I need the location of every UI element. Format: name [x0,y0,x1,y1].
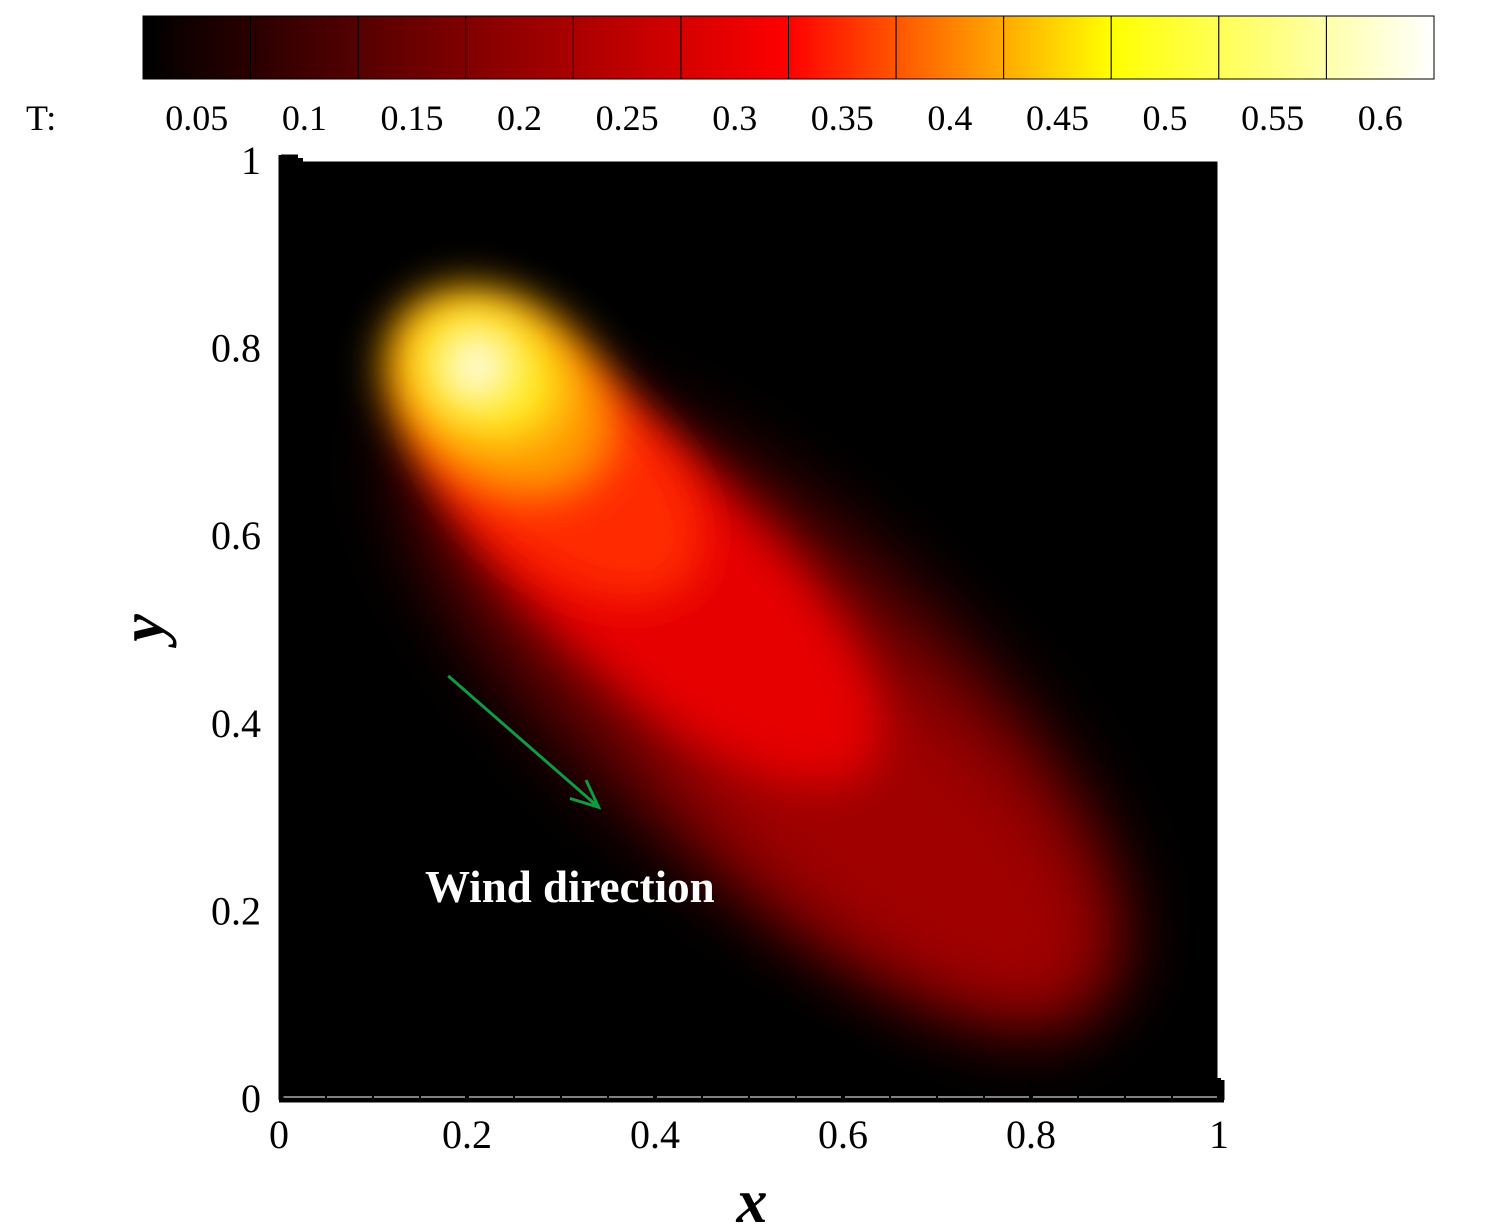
y-tick-label: 0.6 [211,513,261,558]
y-tick-label: 0.2 [211,888,261,933]
x-tick-label: 0 [269,1112,289,1157]
colorbar-tick-label: 0.45 [1026,98,1089,138]
colorbar-tick-label: 0.15 [380,98,443,138]
wind-arrow-head [569,779,602,810]
x-tick-label: 0.4 [630,1112,680,1157]
colorbar-tick-labels: 0.05 0.1 0.15 0.2 0.25 0.3 0.35 0.4 0.45 0.5 0.55 0… [165,98,1402,138]
y-tick-label: 1 [241,138,261,183]
colorbar-swatch [357,15,467,80]
colorbar-swatch [465,15,574,80]
colorbar-swatch [1003,15,1112,80]
wind-direction-arrow [447,674,602,810]
y-tick-labels: 0 0.2 0.4 0.6 0.8 1 [211,138,261,1121]
x-tick-label: 0.6 [818,1112,868,1157]
axis-ticks [281,158,1221,1100]
colorbar-swatch [788,15,897,80]
colorbar-swatches [142,15,1435,80]
colorbar-swatch [1110,15,1220,80]
wind-arrow-shaft [447,674,600,809]
colorbar-swatch [1325,15,1435,80]
plot-area: 0 0.2 0.4 0.6 0.8 1 0 0.2 0.4 0.6 0.8 1 Wind direc… [211,138,1229,1157]
y-tick-label: 0.4 [211,701,261,746]
colorbar-swatch [680,15,790,80]
x-tick-label: 1 [1209,1112,1229,1157]
colorbar: 0.05 0.1 0.15 0.2 0.25 0.3 0.35 0.4 0.45 0.5 0.55 0… [26,15,1435,138]
y-tick-label: 0 [241,1076,261,1121]
colorbar-tick-label: 0.05 [165,98,228,138]
y-axis-title: y [109,614,177,649]
temperature-field [279,160,1219,1098]
colorbar-label: T: [26,98,56,138]
colorbar-tick-label: 0.1 [282,98,327,138]
colorbar-swatch [572,15,682,80]
colorbar-tick-label: 0.25 [596,98,659,138]
x-tick-labels: 0 0.2 0.4 0.6 0.8 1 [269,1112,1229,1157]
colorbar-tick-label: 0.3 [712,98,757,138]
colorbar-tick-label: 0.4 [927,98,972,138]
colorbar-tick-label: 0.5 [1143,98,1188,138]
wind-direction-label: Wind direction [425,862,715,912]
colorbar-tick-label: 0.6 [1358,98,1403,138]
x-axis-title: x [736,1168,768,1231]
colorbar-tick-label: 0.55 [1241,98,1304,138]
colorbar-swatch [1218,15,1327,80]
colorbar-tick-label: 0.35 [811,98,874,138]
x-tick-label: 0.8 [1006,1112,1056,1157]
colorbar-swatch [895,15,1005,80]
source-peak [440,330,513,403]
colorbar-swatch [250,15,359,80]
x-tick-label: 0.2 [442,1112,492,1157]
colorbar-tick-label: 0.2 [497,98,542,138]
colorbar-swatch [142,15,252,80]
y-tick-label: 0.8 [211,326,261,371]
